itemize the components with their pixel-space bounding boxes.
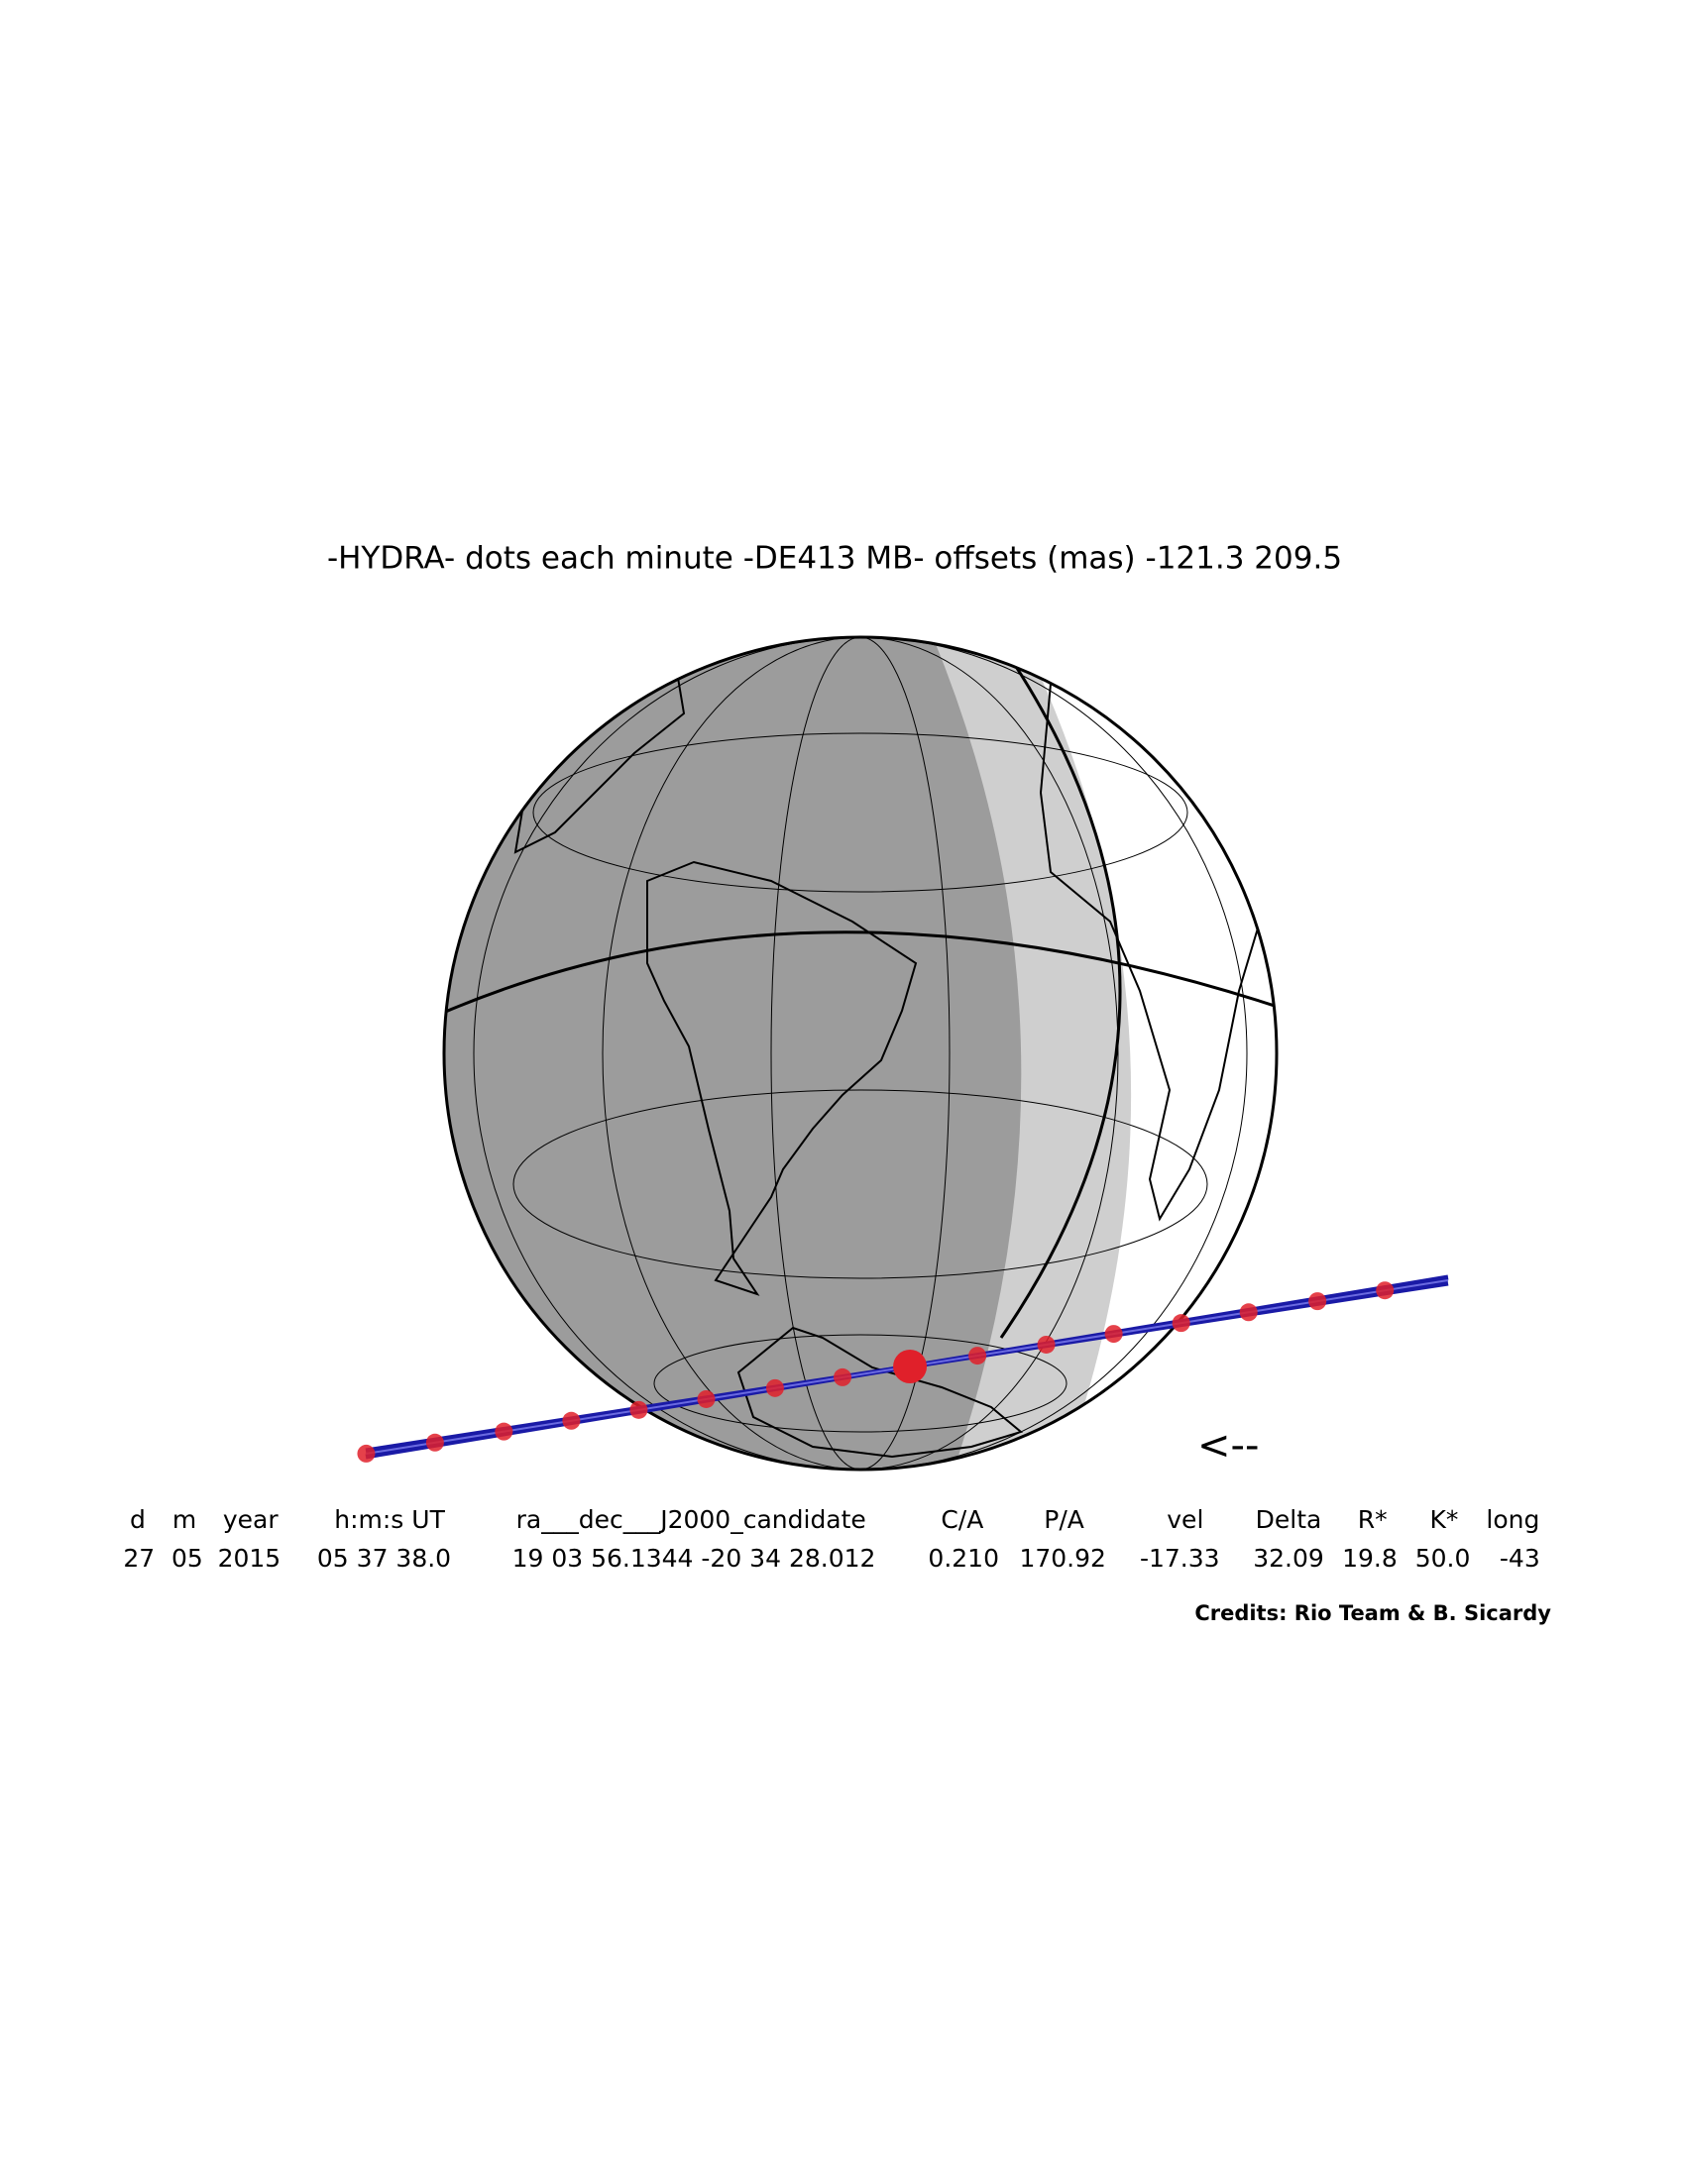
- minute-dot: [1037, 1335, 1056, 1354]
- globe-outline: [442, 635, 1279, 1472]
- minute-dot: [425, 1433, 444, 1452]
- table-header: R*: [1358, 1505, 1388, 1534]
- table-header: year: [223, 1505, 279, 1534]
- minute-dot: [968, 1347, 987, 1365]
- table-header: K*: [1429, 1505, 1458, 1534]
- minute-dot: [562, 1411, 581, 1430]
- table-cell: 170.92: [1019, 1544, 1105, 1573]
- table-header: m: [172, 1505, 196, 1534]
- credits: Credits: Rio Team & B. Sicardy: [1194, 1601, 1551, 1625]
- equator-line: [444, 930, 1277, 1018]
- globe: [444, 637, 1277, 1470]
- table-header: vel: [1167, 1505, 1203, 1534]
- minute-dot: [1104, 1325, 1123, 1344]
- table-header: ra___dec___J2000_candidate: [516, 1505, 866, 1534]
- table-cell: 05 37 38.0: [317, 1544, 451, 1573]
- minute-dot: [1172, 1314, 1190, 1333]
- table-cell: 32.09: [1253, 1544, 1324, 1573]
- table-cell: 19.8: [1342, 1544, 1398, 1573]
- minute-dot: [1376, 1281, 1395, 1300]
- minute-dot: [834, 1367, 851, 1386]
- table-cell: 27: [123, 1544, 155, 1573]
- table-cell: 05: [171, 1544, 203, 1573]
- table-cell: 50.0: [1415, 1544, 1471, 1573]
- night-zone: [444, 637, 1022, 1470]
- table-cell: 0.210: [928, 1544, 999, 1573]
- minute-dot: [1308, 1292, 1327, 1311]
- table-header: C/A: [941, 1505, 983, 1534]
- map-title: -HYDRA- dots each minute -DE413 MB- offs…: [327, 541, 1342, 577]
- table-cell: 2015: [218, 1544, 281, 1573]
- event-table: d m year h:m:s UT ra___dec___J2000_candidate…: [123, 1505, 1539, 1573]
- graticule: [473, 637, 1248, 1470]
- table-header: P/A: [1044, 1505, 1084, 1534]
- minute-dot: [697, 1389, 716, 1408]
- closest-approach-dot: [893, 1350, 928, 1384]
- minute-dot: [357, 1444, 376, 1463]
- minute-dot: [629, 1400, 648, 1419]
- direction-arrow: <--: [1197, 1423, 1259, 1469]
- table-header: Delta: [1256, 1505, 1322, 1534]
- shadow-limit: [999, 643, 1122, 1339]
- minute-dots: [357, 1281, 1395, 1463]
- table-cell: -17.33: [1140, 1544, 1220, 1573]
- minute-dot: [765, 1378, 784, 1397]
- table-header: d: [130, 1505, 146, 1534]
- minute-dot: [495, 1422, 513, 1441]
- table-cell: 19 03 56.1344 -20 34 28.012: [512, 1544, 876, 1573]
- table-header: h:m:s UT: [334, 1505, 445, 1534]
- minute-dot: [1239, 1303, 1258, 1322]
- table-cell: -43: [1500, 1544, 1540, 1573]
- table-header: long: [1486, 1505, 1539, 1534]
